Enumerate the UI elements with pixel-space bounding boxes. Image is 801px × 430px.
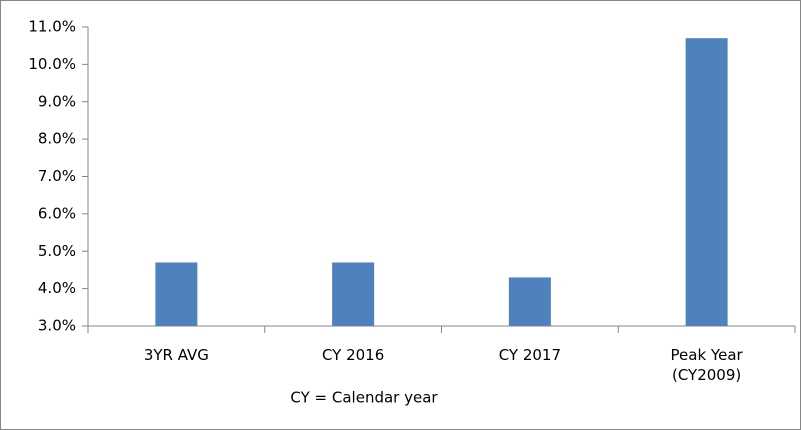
- bar: [332, 262, 375, 326]
- y-tick-label: 10.0%: [28, 55, 76, 73]
- y-tick-label: 6.0%: [38, 204, 76, 222]
- y-tick-label: 5.0%: [38, 242, 76, 260]
- bar: [508, 277, 551, 326]
- y-tick-label: 8.0%: [38, 130, 76, 148]
- y-tick-label: 11.0%: [28, 18, 76, 36]
- annotation: CY = Calendar year: [290, 389, 438, 407]
- x-tick-label: CY 2017: [498, 346, 562, 364]
- y-tick-label: 7.0%: [38, 167, 76, 185]
- bar: [685, 38, 728, 327]
- y-tick-label: 4.0%: [38, 279, 76, 297]
- x-tick-label: Peak Year (CY2009): [670, 346, 743, 384]
- y-tick-label: 9.0%: [38, 92, 76, 110]
- y-tick-label: 3.0%: [38, 317, 76, 335]
- x-tick-label: 3YR AVG: [143, 346, 209, 364]
- bar: [155, 262, 198, 326]
- x-tick-label: CY 2016: [321, 346, 385, 364]
